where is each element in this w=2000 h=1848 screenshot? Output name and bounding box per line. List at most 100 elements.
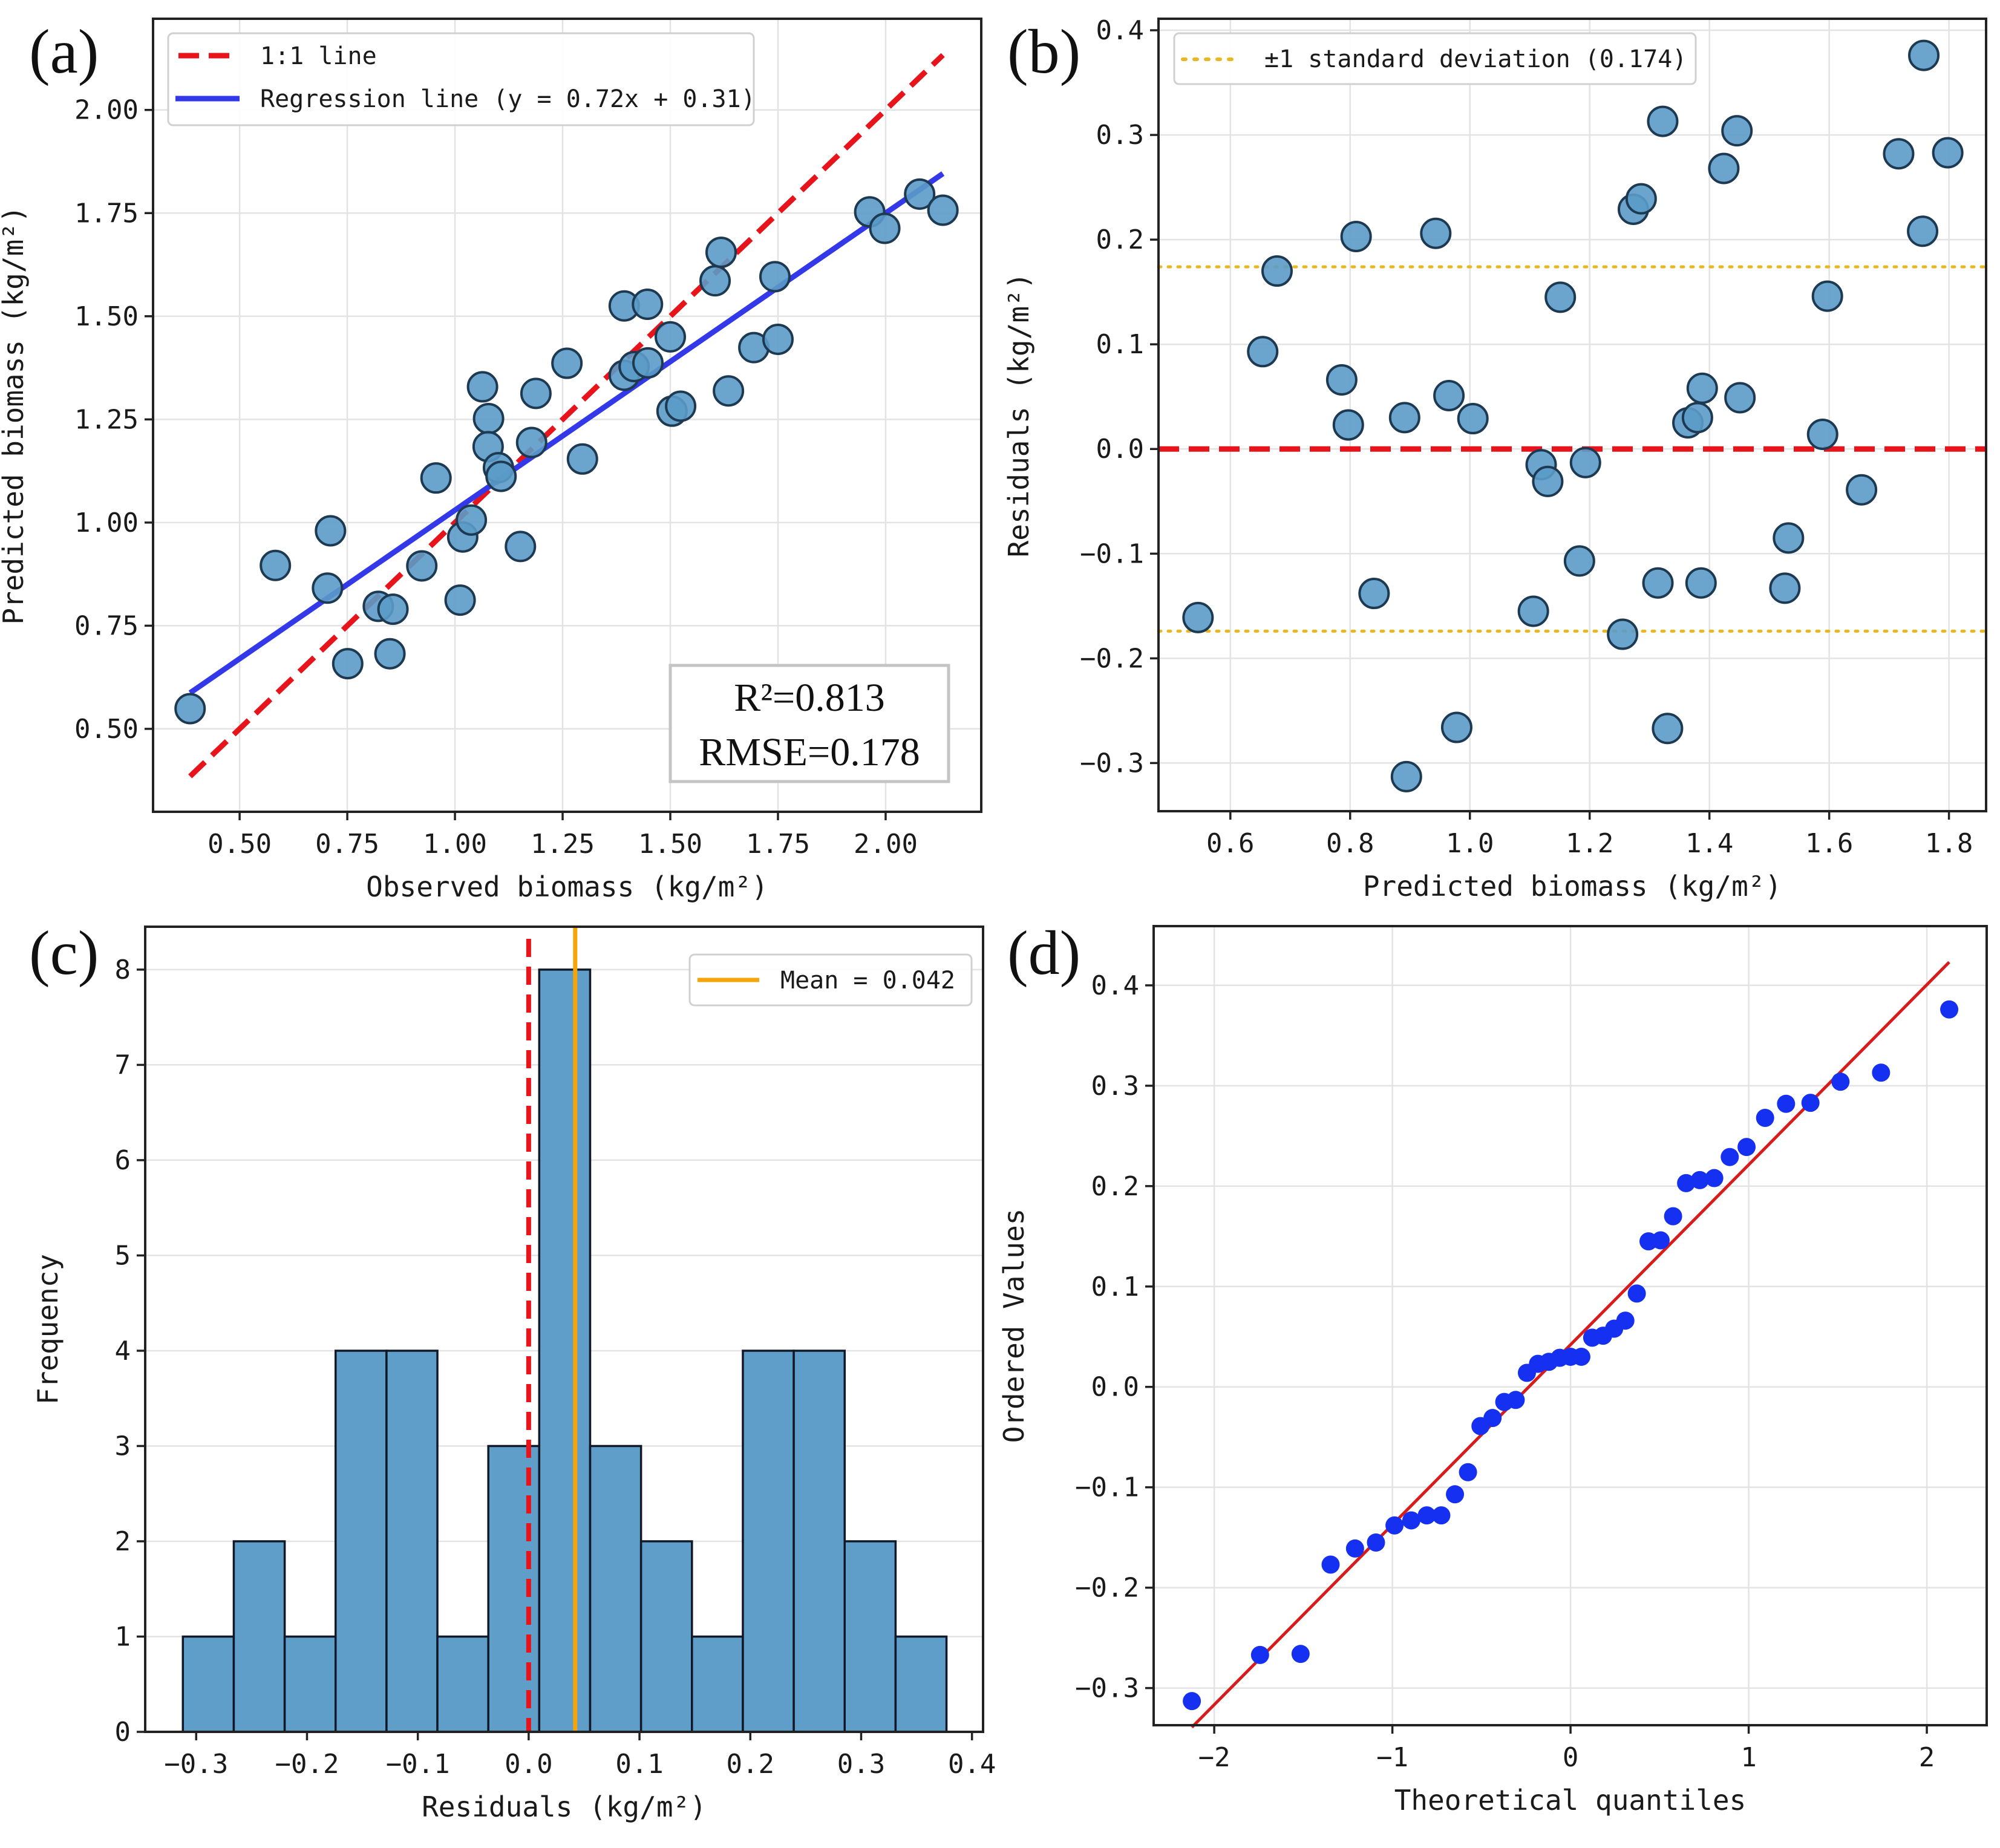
x-tick-label: −0.2 [275,1749,339,1780]
x-tick-label: −0.3 [164,1749,228,1780]
qq-point [1483,1409,1502,1428]
panel-c-lines [526,927,578,1732]
histogram-bar [639,1540,693,1733]
residual-point [1652,713,1684,745]
qq-point [1627,1284,1646,1303]
y-tick-label: −0.1 [1075,1472,1139,1503]
y-tick-label: 0.50 [74,714,139,745]
y-tick-label: 5 [115,1240,131,1271]
qq-point [1831,1073,1850,1091]
qq-point [1721,1148,1739,1166]
panel-a-lines [188,53,945,779]
histogram-bar [843,1540,897,1733]
residual-point [1773,522,1805,554]
y-tick-label: 2 [115,1526,131,1557]
histogram-bar [589,1445,642,1733]
y-tick-label: 0.3 [1096,120,1144,151]
x-tick-label: 0.6 [1206,828,1254,859]
x-tick-label: 0.3 [837,1749,885,1780]
x-tick-label: 1.2 [1566,828,1613,859]
panel-b-legend-label-std: ±1 standard deviation (0.174) [1264,45,1687,73]
histogram-bar [792,1350,846,1733]
panel-a-frame [152,18,982,813]
scatter-point [762,323,794,355]
panel-c-bars [181,968,948,1733]
panel-d-x-axis-label: Theoretical quantiles [1394,1784,1747,1817]
y-tick-label: 0.1 [1096,329,1144,360]
panel-c-legend-box [688,953,973,1007]
y-tick-label: 0.2 [1091,1171,1139,1202]
residual-point [1247,336,1279,368]
x-tick-label: 1.6 [1805,828,1853,859]
panel-a-points [174,178,959,725]
x-tick-label: 1.00 [423,829,487,860]
panel-label-a: (a) [29,17,99,87]
histogram-bar [894,1635,948,1733]
scatter-point [174,693,206,725]
y-tick-label: 7 [115,1050,131,1080]
rmse-label: RMSE=0.178 [699,730,920,774]
residual-point [1261,255,1293,287]
qq-point [1872,1063,1891,1082]
scatter-point [315,515,347,547]
residual-point [1325,364,1358,396]
residual-point [1846,474,1878,506]
panel-d-lines [1191,961,1950,1729]
scatter-point [705,237,737,269]
residual-point [1544,281,1577,313]
histogram-bar [538,968,592,1733]
r-squared-label: R²=0.813 [734,676,885,720]
scatter-point [420,462,452,494]
residual-point [1388,402,1420,434]
residual-point [1607,618,1639,650]
x-tick-label: −1 [1376,1742,1408,1773]
qq-point [1690,1171,1709,1189]
qq-point [1705,1169,1724,1187]
panel-a-y-axis-label: Predicted biomass (kg/m²) [0,206,30,624]
panel-a-regression-scatter: (a) 0.50 0.75 1.00 1.25 1.50 1.75 2.00 0.50 0.75… [0,17,982,903]
y-tick-label: −0.3 [1075,1673,1139,1704]
histogram-bar [487,1445,541,1733]
x-tick-label: 0.0 [505,1749,552,1780]
x-tick-label: 1.25 [531,829,595,860]
residual-point [1647,105,1679,137]
y-tick-label: 4 [115,1336,131,1366]
qq-point [1616,1311,1635,1330]
qq-point [1432,1506,1451,1525]
y-tick-label: 0.0 [1091,1372,1139,1403]
y-tick-label: −0.2 [1080,643,1144,674]
residual-point [1769,572,1801,604]
qq-point [1801,1094,1820,1112]
scatter-point [632,347,664,379]
panel-a-x-axis-label: Observed biomass (kg/m²) [366,870,768,903]
qq-point [1291,1645,1310,1664]
scatter-point [505,531,537,563]
scatter-point [904,178,936,210]
residual-point [1457,403,1489,435]
scatter-point [406,550,438,582]
y-tick-label: −0.1 [1080,538,1144,569]
scatter-point [515,426,547,459]
scatter-point [456,504,488,536]
y-tick-label: 1.50 [74,301,139,332]
panel-label-d: (d) [1007,918,1080,988]
y-tick-label: 1 [115,1621,131,1652]
regression-line [188,171,945,696]
stats-box-border [668,664,950,783]
x-tick-label: 0.50 [208,829,272,860]
residual-point [1883,138,1915,170]
x-tick-label: 1 [1740,1742,1757,1773]
scatter-point [713,375,745,407]
qq-point [1572,1347,1590,1366]
qq-point [1367,1533,1385,1552]
panel-d-qq-plot: (d) −2 −1 0 1 2 −0.3 −0.2 −0.1 0.0 0.1 0.2 0.3 0.4 T… [998,918,1988,1817]
panel-a-stats-box: R²=0.813 RMSE=0.178 [668,664,950,783]
y-tick-label: 0.75 [74,610,139,641]
scatter-point [759,261,791,293]
qq-point [1345,1539,1364,1558]
panel-b-residual-scatter: (b) 0.6 0.8 1.0 1.2 1.4 1.6 1.8 −0.3 −0.2 −0.1 0.0… [1002,15,1988,903]
panel-b-frame [1157,18,1987,812]
qq-point [1446,1485,1465,1504]
